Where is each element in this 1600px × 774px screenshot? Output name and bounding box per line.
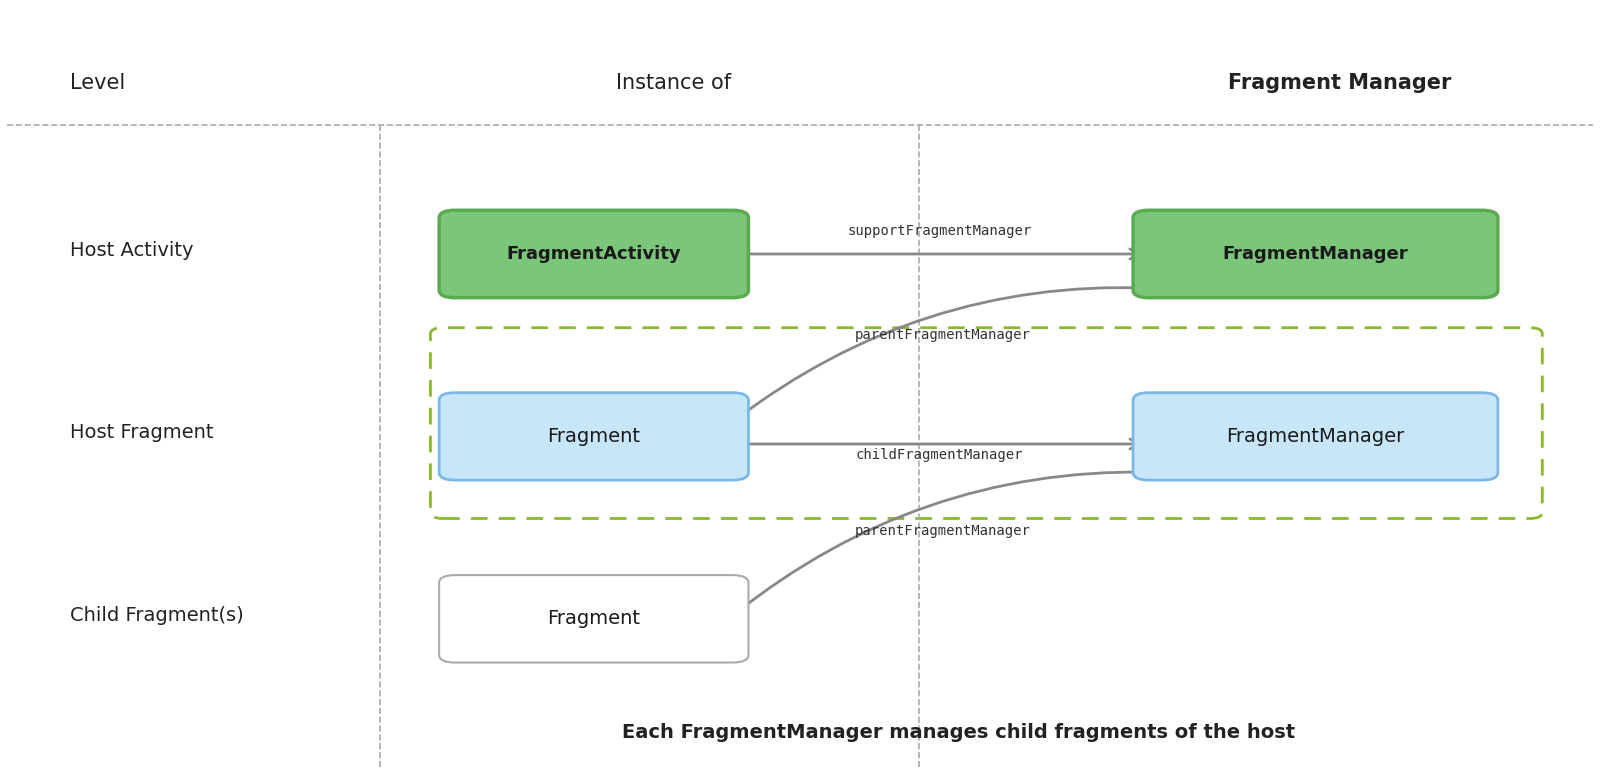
Text: Fragment: Fragment [547, 427, 640, 446]
Text: Child Fragment(s): Child Fragment(s) [70, 605, 245, 625]
FancyBboxPatch shape [438, 392, 749, 480]
Text: Each FragmentManager manages child fragments of the host: Each FragmentManager manages child fragm… [622, 724, 1294, 742]
FancyBboxPatch shape [1133, 211, 1498, 298]
Text: parentFragmentManager: parentFragmentManager [854, 328, 1030, 342]
FancyBboxPatch shape [438, 211, 749, 298]
FancyArrowPatch shape [736, 249, 1139, 259]
FancyArrowPatch shape [736, 467, 1146, 613]
Text: FragmentActivity: FragmentActivity [507, 245, 682, 263]
Text: Instance of: Instance of [616, 73, 731, 93]
Text: childFragmentManager: childFragmentManager [856, 448, 1024, 462]
Text: FragmentManager: FragmentManager [1222, 245, 1408, 263]
FancyBboxPatch shape [1133, 392, 1498, 480]
FancyArrowPatch shape [736, 283, 1146, 420]
Text: FragmentManager: FragmentManager [1226, 427, 1405, 446]
FancyBboxPatch shape [438, 575, 749, 663]
Text: Fragment Manager: Fragment Manager [1227, 73, 1451, 93]
FancyArrowPatch shape [736, 439, 1139, 449]
Text: parentFragmentManager: parentFragmentManager [854, 525, 1030, 539]
Text: Fragment: Fragment [547, 609, 640, 628]
Text: Host Activity: Host Activity [70, 241, 194, 260]
Text: supportFragmentManager: supportFragmentManager [848, 224, 1032, 238]
Text: Host Fragment: Host Fragment [70, 423, 214, 442]
Text: Level: Level [70, 73, 126, 93]
